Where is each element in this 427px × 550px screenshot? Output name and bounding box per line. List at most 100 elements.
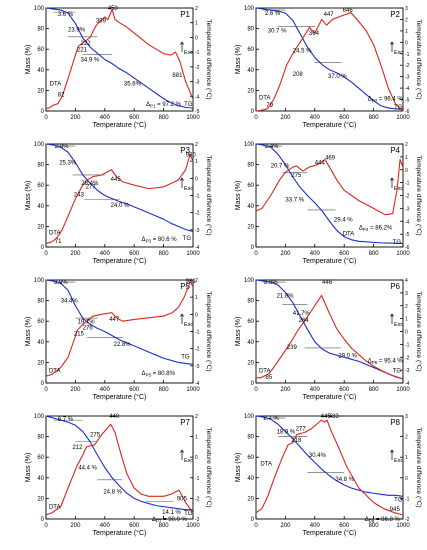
x-axis-label: Temperature (°C) bbox=[303, 257, 357, 265]
y-tick-label: 100 bbox=[34, 6, 45, 12]
exo-label: Exo bbox=[394, 458, 403, 464]
annotation-label: 483 bbox=[329, 414, 340, 420]
y-tick-label: 20 bbox=[37, 360, 44, 366]
annotation-label: 881 bbox=[172, 73, 183, 79]
exo-label: Exo bbox=[394, 322, 403, 328]
x-tick-label: 400 bbox=[100, 251, 111, 257]
annotation-label: 24.8 % bbox=[103, 489, 122, 495]
annotation-label: 35.6% bbox=[124, 81, 142, 87]
annotation-label: 277 bbox=[296, 426, 307, 432]
y2-tick-label: -2 bbox=[405, 63, 410, 69]
panel-p4: 0 200 400 600 800 1000020406080100-6-5-4-3-2-… bbox=[235, 142, 423, 265]
annotation-label: TG bbox=[184, 102, 193, 108]
annotation-label: 445 bbox=[111, 177, 122, 183]
y2-tick-label: -1 bbox=[195, 476, 200, 482]
annotation-label: 208 bbox=[293, 72, 304, 78]
x-tick-label: 400 bbox=[310, 523, 321, 529]
y2-tick-label: 1 bbox=[195, 21, 198, 27]
y2-tick-label: 1 bbox=[405, 155, 408, 161]
annotation-label: 275 bbox=[90, 433, 101, 439]
exo-arrow-head-icon bbox=[390, 313, 394, 317]
y2-axis-label: Temperature difference (°C) bbox=[205, 291, 213, 371]
y-tick-label: 80 bbox=[37, 163, 44, 169]
y-axis-label: Mass (%) bbox=[25, 45, 32, 75]
annotation-label: 19.7% bbox=[78, 319, 96, 325]
x-tick-label: 1000 bbox=[186, 387, 200, 393]
x-tick-label: 800 bbox=[369, 523, 380, 529]
annotation-label: TG bbox=[393, 369, 402, 375]
y-tick-label: 80 bbox=[37, 435, 44, 441]
y-axis-label: Mass (%) bbox=[25, 181, 32, 211]
y2-tick-label: -4 bbox=[195, 94, 200, 100]
y2-tick-label: -4 bbox=[195, 381, 200, 387]
annotation-label: 264 bbox=[299, 318, 310, 324]
y-tick-label: 40 bbox=[247, 340, 254, 346]
y2-tick-label: -4 bbox=[405, 381, 410, 387]
y2-tick-label: 2 bbox=[405, 17, 408, 23]
x-tick-label: 600 bbox=[129, 523, 140, 529]
panel-p3: 0 200 400 600 800 1000 0 20 40 60 80 100 -4 -3 -2 -1 0 1 2… bbox=[25, 142, 213, 265]
dta-curve bbox=[45, 153, 194, 245]
y-tick-label: 80 bbox=[247, 163, 254, 169]
x-tick-label: 600 bbox=[129, 251, 140, 257]
annotation-label: 215 bbox=[74, 332, 85, 338]
annotation-label: 3.6 % bbox=[58, 12, 74, 18]
y2-tick-label: 1 bbox=[195, 435, 198, 441]
annotation-label: TG bbox=[393, 240, 402, 246]
delta-mass-label: ΔP1 = 97.2 % bbox=[146, 102, 182, 109]
x-tick-label: 400 bbox=[100, 115, 111, 121]
y2-tick-label: 2 bbox=[405, 304, 408, 310]
y2-tick-label: -5 bbox=[195, 109, 200, 115]
y2-tick-label: 0 bbox=[195, 35, 198, 41]
x-tick-label: 0 bbox=[44, 115, 48, 121]
annotation-label: DTA bbox=[260, 461, 272, 467]
panel-p2: 0 200 400 600 800 1000020406080100-6-5-4-3-2-… bbox=[235, 6, 423, 129]
y-tick-label: 20 bbox=[37, 496, 44, 502]
annotation-label: 33.7 % bbox=[285, 198, 304, 204]
x-tick-label: 1000 bbox=[186, 115, 200, 121]
annotation-label: DTA bbox=[259, 369, 271, 375]
y-axis-label: Mass (%) bbox=[235, 453, 242, 483]
x-tick-label: 800 bbox=[159, 251, 170, 257]
y2-tick-label: -2 bbox=[195, 496, 200, 502]
annotation-label: 2.7 % bbox=[263, 416, 279, 422]
y2-tick-label: -3 bbox=[405, 368, 410, 374]
y2-tick-label: -2 bbox=[195, 65, 200, 71]
y2-tick-label: -1 bbox=[195, 330, 200, 336]
y-tick-label: 60 bbox=[247, 455, 254, 461]
annotation-label: 2.9% bbox=[55, 144, 69, 150]
y-axis-label: Mass (%) bbox=[25, 453, 32, 483]
annotation-label: 981 bbox=[186, 279, 197, 285]
x-tick-label: 800 bbox=[369, 115, 380, 121]
plot-frame bbox=[255, 415, 404, 520]
y2-tick-label: -3 bbox=[195, 80, 200, 86]
delta-mass-label: ΔP7 = 90.0 % bbox=[152, 517, 188, 524]
panel-label: P2 bbox=[390, 10, 400, 19]
y2-tick-label: -6 bbox=[405, 109, 410, 115]
tg-curve bbox=[45, 415, 193, 511]
y2-tick-label: 1 bbox=[195, 295, 198, 301]
tg-curve bbox=[255, 7, 404, 110]
y2-tick-label: 3 bbox=[405, 6, 408, 12]
y-tick-label: 80 bbox=[37, 299, 44, 305]
y-tick-label: 0 bbox=[251, 245, 255, 251]
y-tick-label: 60 bbox=[37, 183, 44, 189]
panels-group: 0 200 400 600 800 1000 0 20 40 60 80 100 -5 -4 -3 -2 -1 0… bbox=[25, 6, 423, 537]
x-tick-label: 1000 bbox=[396, 387, 410, 393]
y2-tick-label: -1 bbox=[195, 194, 200, 200]
panel-p1: 0 200 400 600 800 1000 0 20 40 60 80 100 -5 -4 -3 -2 -1 0… bbox=[25, 6, 213, 129]
x-tick-label: 200 bbox=[280, 115, 291, 121]
annotation-label: 23.9% bbox=[68, 28, 86, 34]
y2-tick-label: 1 bbox=[405, 455, 408, 461]
y2-tick-label: 3 bbox=[405, 414, 408, 420]
y2-tick-label: 2 bbox=[405, 142, 408, 148]
annotation-label: DTA bbox=[343, 232, 355, 238]
exo-arrow-head-icon bbox=[390, 449, 394, 453]
x-tick-label: 800 bbox=[159, 115, 170, 121]
plot-frame bbox=[45, 279, 194, 384]
x-tick-label: 400 bbox=[100, 523, 111, 529]
annotation-label: TG bbox=[184, 511, 193, 517]
y-tick-label: 100 bbox=[244, 142, 255, 148]
panel-p7: 0 200 400 600 800 1000 0 20 40 60 80 100 -3 -2 -1 0 1 2 Te… bbox=[25, 414, 213, 537]
x-tick-label: 800 bbox=[369, 251, 380, 257]
